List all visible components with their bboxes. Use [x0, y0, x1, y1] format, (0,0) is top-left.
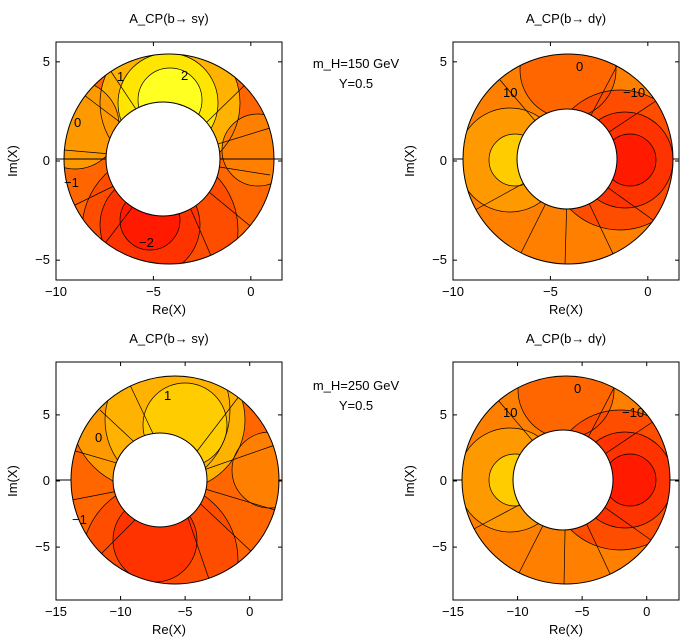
panel-1: A_CP(b→ sγ) Re(X) Im(X) −10 −5 0 −505 1 2 …: [5, 11, 283, 317]
y-ticks: −5 0 5: [35, 54, 282, 267]
level-label: 10: [503, 405, 517, 420]
y-axis-label: Im(X): [402, 145, 417, 177]
annotation-line: m_H=250 GeV: [313, 378, 400, 393]
x-tick-label: 0: [247, 284, 254, 299]
title: A_CP(b→ sγ): [129, 11, 208, 26]
x-tick-label: −5: [543, 284, 558, 299]
level-label: −1: [64, 175, 79, 190]
x-axis-label: Re(X): [549, 302, 583, 317]
y-tick-label: 0: [440, 473, 447, 488]
annotation-line: Y=0.5: [339, 398, 373, 413]
x-axis-label: Re(X): [152, 302, 186, 317]
title: A_CP(b→ sγ): [129, 331, 208, 346]
y-tick-label: 5: [440, 407, 447, 422]
level-label: 0: [95, 430, 102, 445]
level-label: −10: [623, 85, 645, 100]
annotation-line: Y=0.5: [339, 76, 373, 91]
level-label: 1: [117, 69, 124, 84]
y-ticks: −5 0 5: [432, 407, 679, 554]
x-tick-label: −5: [178, 604, 193, 619]
y-tick-label: 5: [43, 407, 50, 422]
annotation-top: m_H=150 GeV Y=0.5: [313, 56, 400, 91]
annulus-hole: [105, 101, 221, 217]
y-tick-label: 5: [43, 54, 50, 69]
contour-band-bottom: [604, 454, 656, 506]
y-axis-label: Im(X): [5, 145, 20, 177]
x-tick-label: −5: [575, 604, 590, 619]
y-tick-label: −5: [432, 252, 447, 267]
title: A_CP(b→ dγ): [526, 11, 606, 26]
level-label: 0: [576, 59, 583, 74]
level-label: 1: [164, 388, 171, 403]
y-axis-label: Im(X): [5, 465, 20, 497]
x-ticks: −10 −5 0: [45, 42, 254, 299]
x-tick-label: −10: [507, 604, 529, 619]
annulus-hole: [112, 432, 208, 528]
level-label: −1: [72, 512, 87, 527]
x-tick-label: −10: [442, 284, 464, 299]
y-tick-label: 0: [43, 473, 50, 488]
y-tick-label: 0: [43, 153, 50, 168]
x-tick-label: −15: [45, 604, 67, 619]
y-tick-label: −5: [432, 539, 447, 554]
x-tick-label: −10: [110, 604, 132, 619]
y-tick-label: −5: [35, 539, 50, 554]
x-tick-label: 0: [643, 604, 650, 619]
panel-2: A_CP(b→ dγ) Re(X) Im(X) −10 −5 0 −5 0 5 10 0…: [402, 11, 680, 317]
level-label: 0: [574, 381, 581, 396]
contour-band-right: [232, 432, 279, 508]
annotation-bottom: m_H=250 GeV Y=0.5: [313, 378, 400, 413]
level-label: 2: [181, 68, 188, 83]
title: A_CP(b→ dγ): [526, 331, 606, 346]
level-label: −2: [139, 235, 154, 250]
contour-band-top: [518, 376, 614, 438]
y-ticks: −5 0 5: [35, 407, 282, 554]
y-tick-label: 0: [440, 153, 447, 168]
x-tick-label: 0: [246, 604, 253, 619]
level-label: 10: [503, 85, 517, 100]
x-tick-label: −10: [45, 284, 67, 299]
level-label: 0: [74, 115, 81, 130]
panel-4: A_CP(b→ dγ) Re(X) Im(X) −15 −10 −5 0 −5 0 5 1…: [402, 331, 680, 637]
contour-band-zero: [64, 81, 119, 169]
contour-band-top: [520, 54, 616, 118]
contour-band-right: [222, 114, 274, 186]
annulus-hole: [512, 429, 614, 531]
y-ticks: −5 0 5: [432, 54, 679, 267]
level-label: −10: [622, 405, 644, 420]
x-tick-label: −5: [146, 284, 161, 299]
x-axis-label: Re(X): [152, 622, 186, 637]
x-ticks: −15 −10 −5 0: [442, 362, 650, 619]
x-axis-label: Re(X): [549, 622, 583, 637]
y-axis-label: Im(X): [402, 465, 417, 497]
x-tick-label: 0: [644, 284, 651, 299]
x-ticks: −15 −10 −5 0: [45, 362, 253, 619]
y-tick-label: −5: [35, 252, 50, 267]
annulus-hole: [516, 108, 618, 210]
contour-band-bottom: [604, 134, 656, 186]
y-tick-label: 5: [440, 54, 447, 69]
x-tick-label: −15: [442, 604, 464, 619]
annotation-line: m_H=150 GeV: [313, 56, 400, 71]
panel-3: A_CP(b→ sγ) Re(X) Im(X) −15 −10 −5 0 −505 1…: [5, 331, 283, 637]
x-ticks: −10 −5 0: [442, 42, 651, 299]
